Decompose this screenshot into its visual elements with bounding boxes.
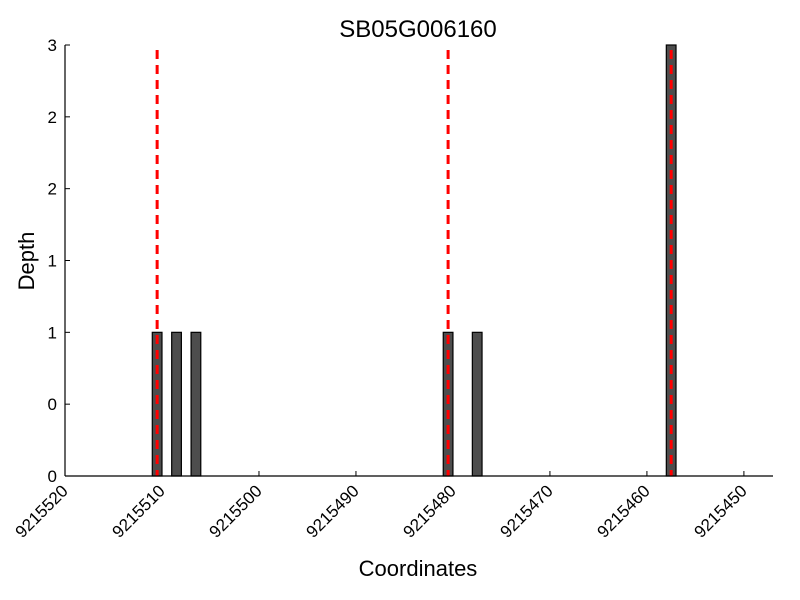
x-tick-label: 9215480	[400, 481, 460, 541]
y-tick-label: 1	[48, 252, 57, 271]
bar	[190, 331, 202, 477]
x-tick-label: 9215470	[497, 481, 557, 541]
x-axis-label: Coordinates	[359, 556, 478, 581]
x-tick-label: 9215520	[12, 481, 72, 541]
x-tick-label: 9215490	[303, 481, 363, 541]
y-tick-label: 2	[48, 108, 57, 127]
y-tick-label: 3	[48, 36, 57, 55]
y-tick-label: 1	[48, 323, 57, 342]
y-tick-label: 2	[48, 180, 57, 199]
x-tick-label: 9215450	[690, 481, 750, 541]
y-axis-label: Depth	[14, 232, 39, 291]
x-tick-label: 9215460	[594, 481, 654, 541]
y-tick-label: 0	[48, 467, 57, 486]
y-tick-label: 0	[48, 395, 57, 414]
chart-title: SB05G006160	[339, 16, 496, 43]
bar	[171, 331, 182, 477]
bar	[471, 331, 483, 477]
x-tick-label: 9215510	[109, 481, 169, 541]
x-tick-label: 9215500	[206, 481, 266, 541]
